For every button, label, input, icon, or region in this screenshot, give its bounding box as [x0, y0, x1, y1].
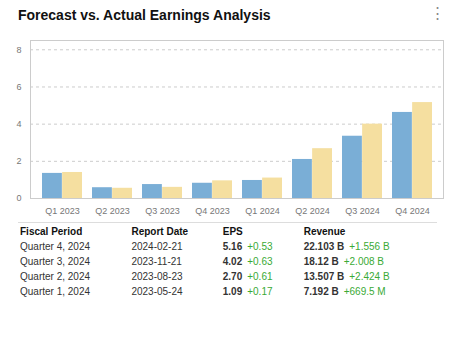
- html-text:2023-11-21: 2023-11-21: [131, 256, 182, 267]
- svg-text:6: 6: [16, 82, 21, 92]
- svg-text:8: 8: [16, 45, 21, 55]
- html-text:+0.17: +0.17: [247, 286, 273, 297]
- html-text:2023-08-23: 2023-08-23: [131, 271, 183, 282]
- svg-text:Q3 2023: Q3 2023: [145, 206, 180, 216]
- svg-text:0: 0: [16, 193, 21, 203]
- html-text:2.70: 2.70: [222, 271, 243, 282]
- html-text:Forecast vs. Actual Earnings A: Forecast vs. Actual Earnings Analysis: [18, 7, 271, 23]
- svg-text:Q2 2024: Q2 2024: [295, 206, 330, 216]
- html-text:+0.53: +0.53: [247, 241, 273, 252]
- html-text:Quarter 1, 2024: Quarter 1, 2024: [20, 286, 90, 297]
- svg-text:Q2 2023: Q2 2023: [95, 206, 130, 216]
- svg-text:Q3 2024: Q3 2024: [345, 206, 380, 216]
- html-text:Quarter 2, 2024: Quarter 2, 2024: [20, 271, 90, 282]
- html-text:22.103 B: 22.103 B: [303, 241, 345, 252]
- html-text:+2.424 B: +2.424 B: [349, 271, 390, 282]
- svg-text:Q1 2023: Q1 2023: [45, 206, 80, 216]
- svg-text:4: 4: [16, 119, 21, 129]
- html-text:18.12 B: 18.12 B: [303, 256, 339, 267]
- html-text:+1.556 B: +1.556 B: [349, 241, 390, 252]
- svg-text:Q4 2023: Q4 2023: [195, 206, 230, 216]
- html-text:Fiscal Period: Fiscal Period: [20, 226, 83, 237]
- html-text:+669.5 M: +669.5 M: [343, 286, 386, 297]
- html-text:Quarter 4, 2024: Quarter 4, 2024: [20, 241, 90, 252]
- svg-text:Q4 2024: Q4 2024: [395, 206, 430, 216]
- html-text:+2.008 B: +2.008 B: [343, 256, 384, 267]
- html-text:5.16: 5.16: [222, 241, 243, 252]
- svg-text:Q1 2024: Q1 2024: [245, 206, 280, 216]
- html-text:2024-02-21: 2024-02-21: [131, 241, 183, 252]
- html-text:2023-05-24: 2023-05-24: [131, 286, 183, 297]
- html-text:7.192 B: 7.192 B: [303, 286, 339, 297]
- html-text:EPS: EPS: [222, 226, 243, 237]
- html-text:13.507 B: 13.507 B: [303, 271, 345, 282]
- html-text:1.09: 1.09: [222, 286, 243, 297]
- svg-text:2: 2: [16, 156, 21, 166]
- html-text:Revenue: Revenue: [303, 226, 346, 237]
- html-text:+0.61: +0.61: [247, 271, 273, 282]
- html-text:+0.63: +0.63: [247, 256, 273, 267]
- html-text:4.02: 4.02: [222, 256, 243, 267]
- html-text:Report Date: Report Date: [131, 226, 189, 237]
- html-text:Quarter 3, 2024: Quarter 3, 2024: [20, 256, 90, 267]
